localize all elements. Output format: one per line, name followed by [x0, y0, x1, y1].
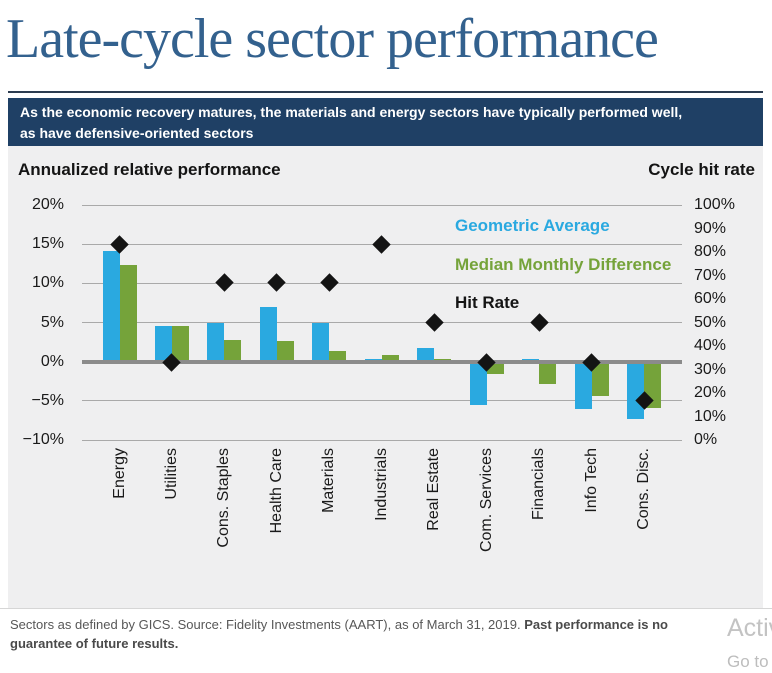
- bar-median-monthly-difference: [329, 351, 347, 362]
- right-axis-tick-label: 60%: [694, 290, 727, 307]
- bar-median-monthly-difference: [119, 265, 137, 362]
- bar-geometric-average: [417, 347, 435, 362]
- x-axis-label: Real Estate: [423, 448, 445, 531]
- gridline: [82, 282, 682, 284]
- x-axis-label-text: Com. Services: [477, 448, 495, 553]
- bar-median-monthly-difference: [539, 361, 557, 384]
- bar-median-monthly-difference: [591, 361, 609, 397]
- bar-median-monthly-difference: [224, 339, 242, 362]
- gridline: [82, 322, 682, 323]
- watermark-line-2: Go to: [727, 652, 769, 671]
- bar-geometric-average: [627, 361, 644, 419]
- x-axis-label-text: Materials: [320, 448, 338, 513]
- right-axis-tick-label: 20%: [694, 384, 727, 401]
- title-divider: [8, 91, 763, 93]
- gridline: [82, 204, 682, 206]
- hit-rate-diamond: [267, 273, 287, 292]
- x-axis-label: Materials: [318, 448, 340, 513]
- x-axis-label: Utilities: [161, 448, 183, 500]
- left-axis-tick-label: −10%: [22, 431, 64, 448]
- x-axis-label-text: Health Care: [267, 448, 285, 534]
- bar-geometric-average: [207, 322, 225, 362]
- key-takeaway-banner: As the economic recovery matures, the ma…: [8, 98, 763, 147]
- left-axis-tick-label: 10%: [31, 274, 64, 292]
- x-axis-label: Health Care: [266, 448, 288, 533]
- hit-rate-diamond: [215, 273, 234, 292]
- right-axis-tick-label: 70%: [694, 266, 727, 284]
- right-axis-tick-label: 10%: [694, 407, 727, 425]
- x-axis-label-text: Real Estate: [425, 448, 443, 531]
- x-axis-label-text: Utilities: [162, 448, 180, 500]
- right-axis-tick-label: 0%: [694, 431, 718, 448]
- right-axis-tick-label: 90%: [694, 219, 727, 237]
- x-axis-label-text: Energy: [110, 448, 128, 499]
- right-axis-tick-label: 100%: [694, 196, 735, 213]
- bar-geometric-average: [259, 306, 277, 362]
- footnote-source: Sectors as defined by GICS. Source: Fide…: [10, 617, 525, 632]
- right-axis-tick-label: 30%: [694, 360, 727, 378]
- x-axis-label-text: Info Tech: [582, 448, 600, 513]
- page-title: Late-cycle sector performance: [6, 8, 659, 70]
- legend-median-monthly-difference: Median Monthly Difference: [455, 255, 672, 274]
- hit-rate-diamond: [529, 313, 549, 332]
- left-axis-tick-label: 0%: [40, 352, 64, 370]
- watermark-line-1: Activ: [727, 614, 772, 642]
- legend-hit-rate: Hit Rate: [455, 293, 520, 312]
- footnote-disclaimer: Past performance is no guarantee of futu…: [10, 617, 668, 651]
- bar-geometric-average: [312, 322, 330, 362]
- hit-rate-diamond: [424, 313, 444, 332]
- x-axis-label-text: Industrials: [372, 448, 390, 521]
- legend-geometric-average: Geometric Average: [455, 216, 610, 235]
- bar-geometric-average: [469, 361, 487, 405]
- right-axis-tick-label: 40%: [694, 337, 727, 354]
- left-axis-tick-label: 20%: [31, 196, 64, 213]
- bar-geometric-average: [154, 326, 172, 362]
- chart-panel: Annualized relative performance Cycle hi…: [8, 146, 763, 608]
- bar-median-monthly-difference: [171, 326, 189, 362]
- x-axis-label: Com. Services: [476, 448, 498, 552]
- banner-line-1: As the economic recovery matures, the ma…: [20, 104, 683, 120]
- gridline: [82, 400, 682, 402]
- right-axis-tick-label: 50%: [694, 313, 727, 331]
- x-axis-label-text: Financials: [530, 448, 548, 521]
- x-axis-label: Energy: [109, 448, 131, 499]
- footer-divider: [0, 608, 772, 609]
- x-axis-label-text: Cons. Staples: [215, 448, 233, 548]
- bar-median-monthly-difference: [381, 355, 399, 362]
- zero-baseline: [82, 359, 682, 364]
- x-axis-label: Cons. Staples: [213, 448, 235, 548]
- x-axis-label-text: Cons. Disc.: [635, 448, 652, 530]
- gridline: [82, 439, 682, 441]
- source-footnote: Sectors as defined by GICS. Source: Fide…: [10, 616, 712, 654]
- hit-rate-diamond: [372, 235, 391, 255]
- x-axis-label: Financials: [528, 448, 550, 520]
- bar-median-monthly-difference: [276, 341, 294, 362]
- bar-geometric-average: [102, 251, 120, 362]
- left-axis-title: Annualized relative performance: [18, 160, 281, 179]
- x-axis-label: Info Tech: [581, 448, 603, 513]
- left-axis-tick-label: −5%: [31, 391, 64, 409]
- x-axis-label: Industrials: [371, 448, 393, 521]
- bar-geometric-average: [574, 361, 592, 410]
- left-axis-tick-label: 5%: [40, 313, 64, 331]
- x-axis-label: Cons. Disc.: [633, 448, 655, 530]
- right-axis-tick-label: 80%: [694, 243, 727, 260]
- right-axis-title: Cycle hit rate: [648, 160, 755, 179]
- hit-rate-diamond: [320, 273, 339, 292]
- banner-line-2: as have defensive-oriented sectors: [20, 125, 254, 141]
- left-axis-tick-label: 15%: [31, 235, 64, 253]
